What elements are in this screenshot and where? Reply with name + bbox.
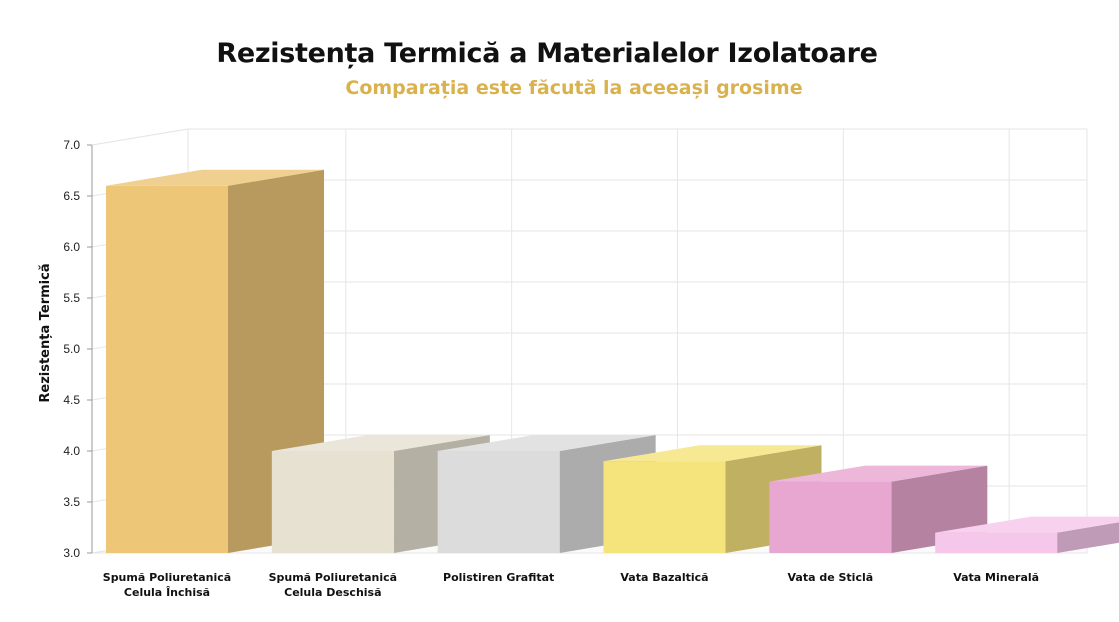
y-tick-label: 5.0 [63,342,80,356]
bar [603,461,726,553]
x-tick-label: Vata de Sticlă [787,571,873,584]
bar-top [935,516,1119,533]
x-tick-label: Vata Minerală [953,571,1039,584]
bar [437,451,560,553]
y-axis-label: Rezistența Termică [38,263,53,402]
y-gridline [91,128,1087,146]
x-tick-label: Polistiren Grafitat [443,571,554,584]
bar [935,532,1058,553]
x-tick-label: Spumă Poliuretanică [103,571,231,584]
bar [769,481,892,553]
x-tick-label: Vata Bazaltică [620,571,708,584]
x-tick-label: Celula Închisă [124,586,210,599]
x-tick-label: Celula Deschisă [284,586,381,599]
y-tick-label: 4.5 [63,393,80,407]
y-tick-label: 7.0 [63,138,80,152]
chart-title: Rezistența Termică a Materialelor Izolat… [216,38,878,69]
x-tick-label: Spumă Poliuretanică [269,571,397,584]
bar-side [1057,522,1119,553]
y-tick-label: 6.5 [63,189,80,203]
chart-subtitle: Comparația este făcută la aceeași grosim… [345,77,803,99]
bar-top [769,465,988,482]
bar [106,185,228,554]
bar-top [437,435,656,451]
bar [271,451,394,553]
y-tick-label: 3.0 [63,546,80,560]
bar-top [271,435,490,451]
depth-edge [91,128,189,146]
y-tick-label: 6.0 [63,240,80,254]
y-tick-label: 3.5 [63,495,80,509]
bar-top [106,169,324,186]
bar-top [603,445,822,462]
y-tick-label: 4.0 [63,444,80,458]
y-tick-label: 5.5 [63,291,80,305]
